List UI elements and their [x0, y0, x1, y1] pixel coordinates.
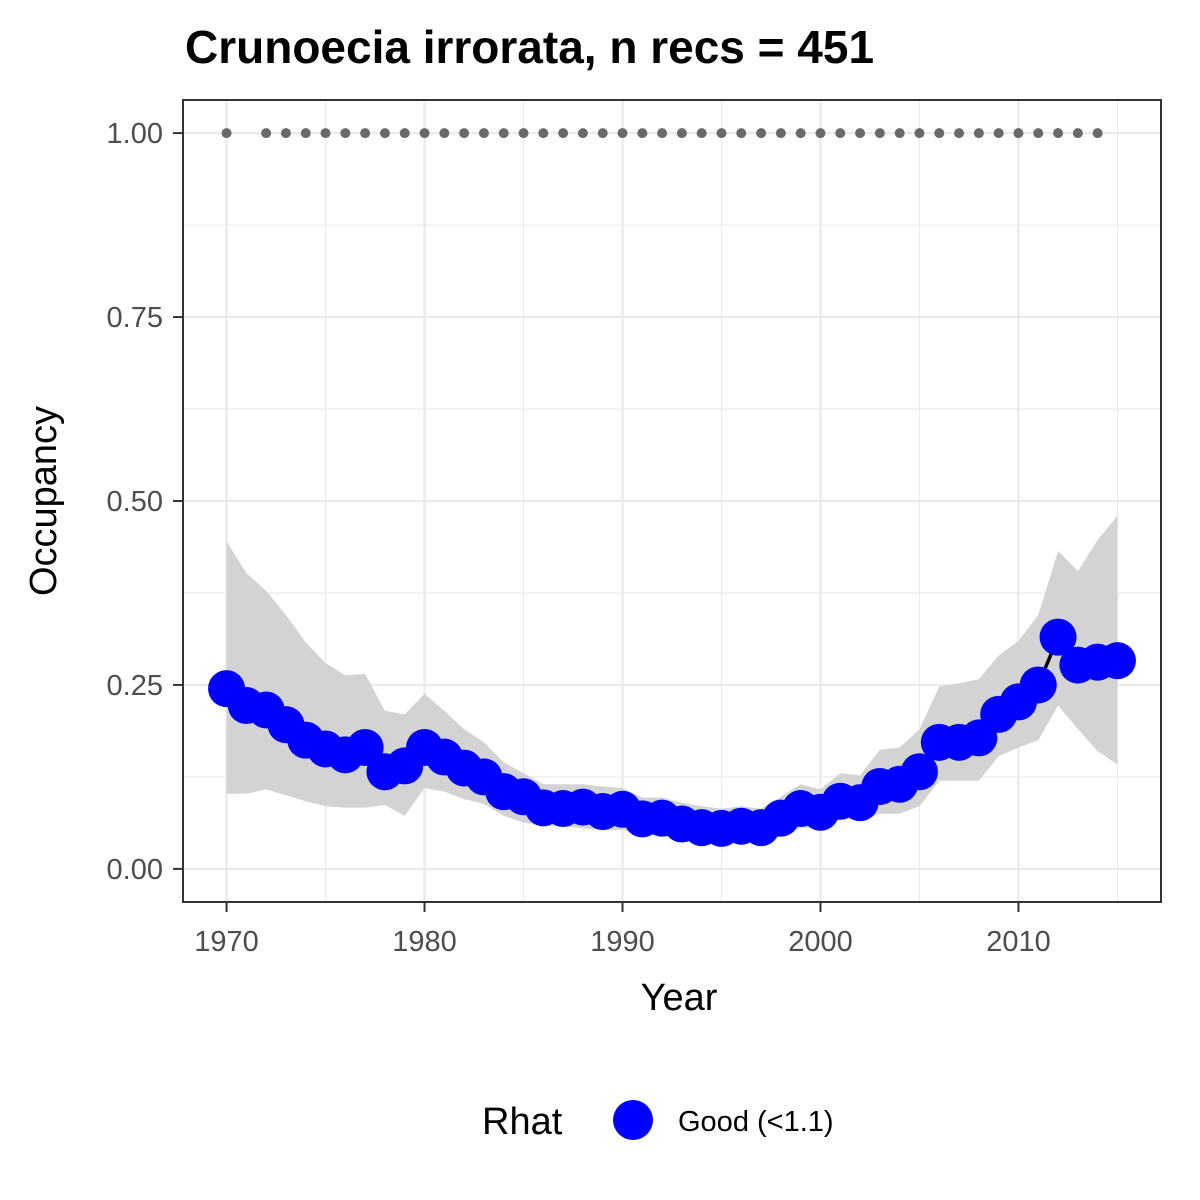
record-dot [914, 128, 925, 139]
record-dot [379, 128, 390, 139]
y-tick-label: 0.75 [107, 302, 163, 334]
y-tick-label: 0.25 [107, 670, 163, 702]
record-dot [439, 128, 450, 139]
x-tick-label: 1980 [392, 926, 457, 958]
record-dot [835, 128, 846, 139]
data-point [1039, 618, 1077, 656]
record-dot [1092, 128, 1103, 139]
record-dot [1053, 128, 1064, 139]
plot-panel [182, 99, 1162, 903]
occupancy-points [208, 618, 1136, 847]
record-dots [221, 128, 1103, 139]
record-dot [518, 128, 529, 139]
record-dot [894, 128, 905, 139]
record-dot [280, 128, 291, 139]
record-dot [874, 128, 885, 139]
legend-label-good: Good (<1.1) [678, 1106, 834, 1138]
record-dot [478, 128, 489, 139]
record-dot [795, 128, 806, 139]
record-dot [300, 128, 311, 139]
record-dot [399, 128, 410, 139]
x-tick-label: 2000 [788, 926, 853, 958]
y-tick-label: 0.50 [107, 486, 163, 518]
record-dot [360, 128, 371, 139]
record-dot [459, 128, 470, 139]
y-axis: 0.00 0.25 0.50 0.75 1.00 [107, 118, 183, 886]
chart-title: Crunoecia irrorata, n recs = 451 [185, 21, 874, 73]
record-dot [973, 128, 984, 139]
record-dot [498, 128, 509, 139]
record-dot [855, 128, 866, 139]
record-dot [815, 128, 826, 139]
record-dot [538, 128, 549, 139]
y-tick-label: 1.00 [107, 118, 163, 150]
record-dot [993, 128, 1004, 139]
legend: Rhat Good (<1.1) [482, 1100, 834, 1143]
record-dot [597, 128, 608, 139]
record-dot [657, 128, 668, 139]
record-dot [696, 128, 707, 139]
record-dot [577, 128, 588, 139]
x-axis-title: Year [641, 977, 718, 1019]
y-tick-label: 0.00 [107, 854, 163, 886]
data-point [1019, 666, 1057, 704]
record-dot [617, 128, 628, 139]
y-axis-title: Occupancy [23, 406, 65, 596]
legend-key-good [613, 1100, 653, 1140]
x-tick-label: 1990 [590, 926, 655, 958]
record-dot [1033, 128, 1044, 139]
data-point [900, 753, 938, 791]
record-dot [320, 128, 331, 139]
record-dot [775, 128, 786, 139]
record-dot [419, 128, 430, 139]
record-dot [340, 128, 351, 139]
record-dot [558, 128, 569, 139]
legend-title: Rhat [482, 1101, 563, 1143]
x-tick-label: 2010 [986, 926, 1051, 958]
record-dot [756, 128, 767, 139]
record-dot [1072, 128, 1083, 139]
record-dot [954, 128, 965, 139]
record-dot [221, 128, 232, 139]
record-dot [736, 128, 747, 139]
x-tick-label: 1970 [194, 926, 259, 958]
record-dot [1013, 128, 1024, 139]
data-point [1098, 642, 1136, 680]
record-dot [676, 128, 687, 139]
record-dot [261, 128, 272, 139]
x-axis: 1970 1980 1990 2000 2010 [194, 902, 1051, 958]
record-dot [716, 128, 727, 139]
record-dot [934, 128, 945, 139]
record-dot [637, 128, 648, 139]
